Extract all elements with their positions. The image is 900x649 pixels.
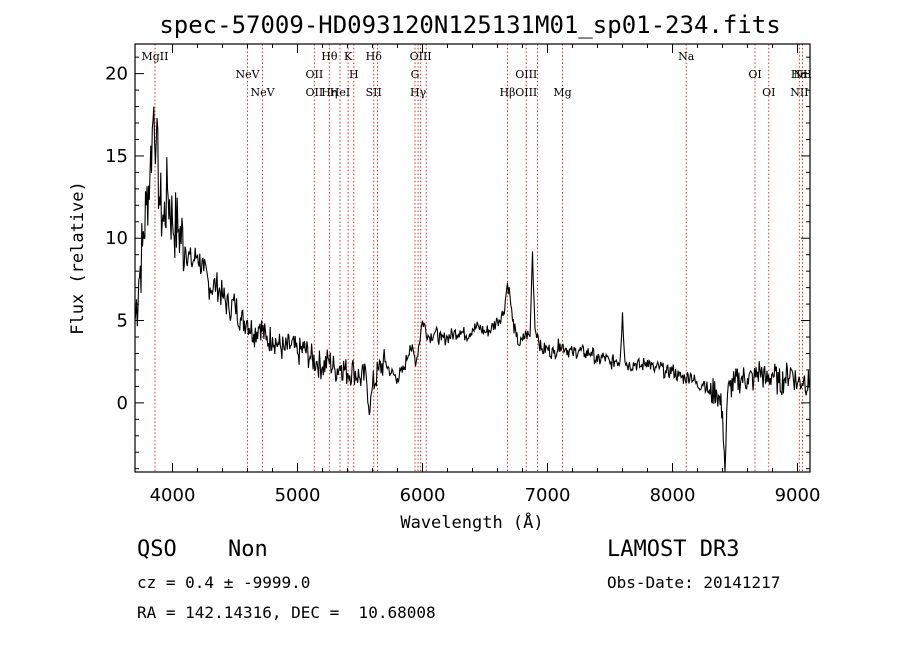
spectral-line-label: OIII	[515, 68, 537, 81]
spectral-line-label: OIII	[515, 86, 537, 99]
coordinates-line: RA = 142.14316, DEC = 10.68008	[137, 603, 436, 622]
x-tick-label: 4000	[150, 485, 196, 506]
x-axis-ticks: 4000 5000 6000 7000 8000 9000	[150, 44, 821, 506]
spectral-line-label: Na	[678, 50, 695, 63]
plot-frame	[134, 43, 811, 473]
spectral-line-label: Mg	[553, 86, 571, 99]
x-tick-label: 9000	[775, 485, 821, 506]
spectral-line-label: Hβ	[500, 86, 516, 99]
x-tick-label: 5000	[275, 485, 321, 506]
spectral-line-label: G	[411, 68, 420, 81]
chart-title: spec-57009-HD093120N125131M01_sp01-234.f…	[159, 11, 780, 39]
spectral-line-label: MgII	[142, 50, 169, 63]
spectral-line-label: Hδ	[366, 50, 383, 63]
spectral-line-markers	[154, 44, 803, 472]
spectral-line-label: HeI	[330, 86, 350, 99]
spectral-line-label: NeV	[250, 86, 275, 99]
spectral-line-label: OII	[306, 86, 324, 99]
x-tick-label: 8000	[650, 485, 696, 506]
obs-date-line: Obs-Date: 20141217	[607, 573, 781, 592]
spectral-line-label: NeV	[235, 68, 260, 81]
survey-release: LAMOST DR3	[607, 537, 740, 562]
y-tick-label: 0	[117, 393, 128, 414]
spectral-line-label: OIII	[410, 50, 432, 63]
y-tick-label: 20	[105, 64, 128, 85]
spectral-line-label: K	[344, 50, 353, 63]
spectral-line-label: SII	[366, 86, 382, 99]
spectral-line-label: Hγ	[410, 86, 427, 99]
x-axis-label: Wavelength (Å)	[400, 511, 543, 533]
spectral-line-label: OI	[748, 68, 761, 81]
spectral-line-label: OII	[306, 68, 324, 81]
spectral-line-label: Hα	[791, 68, 809, 81]
redshift-line: cz = 0.4 ± -9999.0	[137, 573, 311, 592]
spectral-line-labels: MgIINeVNeVOIIOIIHθHηHeIKHHδSIIGHγOIIIHβO…	[142, 50, 812, 99]
flux-series-line	[134, 106, 811, 473]
y-tick-label: 5	[117, 311, 128, 332]
spectral-line-label: H	[349, 68, 359, 81]
x-tick-label: 7000	[525, 485, 571, 506]
spectral-line-label: Hη	[321, 86, 337, 99]
x-tick-label: 6000	[400, 485, 446, 506]
y-tick-label: 15	[105, 146, 128, 167]
object-class: QSO	[137, 537, 177, 562]
spectral-line-label: OI	[762, 86, 775, 99]
y-axis-ticks: 0 5 10 15 20	[105, 56, 810, 470]
y-axis-label: Flux (relative)	[68, 181, 88, 335]
spectral-line-label: NII	[790, 86, 808, 99]
y-tick-label: 10	[105, 228, 128, 249]
spectral-line-label: Hθ	[321, 50, 338, 63]
spectral-line-label: NII	[793, 68, 811, 81]
object-subclass: Non	[228, 537, 268, 562]
